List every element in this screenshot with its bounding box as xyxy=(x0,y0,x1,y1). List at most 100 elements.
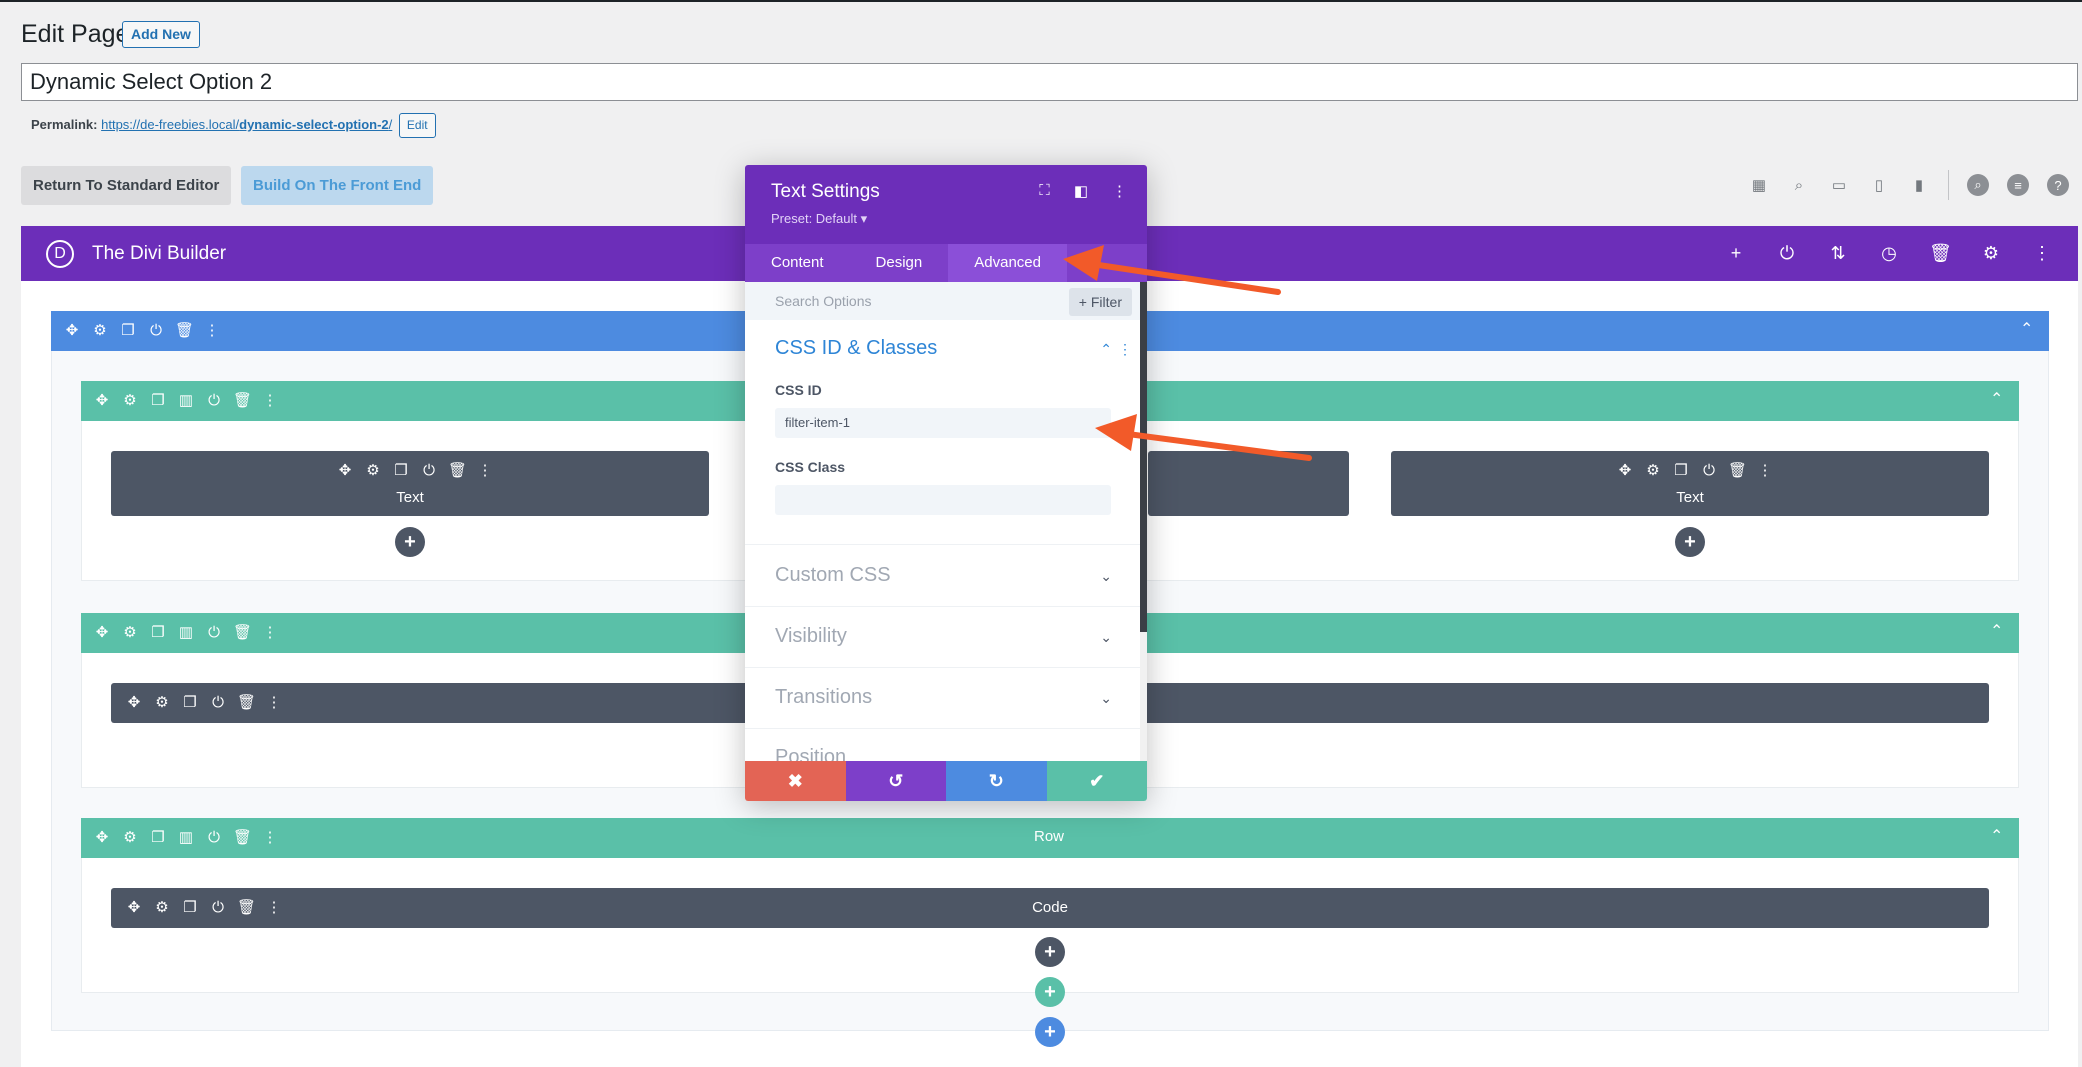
duplicate-icon[interactable]: ❐ xyxy=(151,624,165,641)
more-icon[interactable]: ⋮ xyxy=(1757,462,1773,479)
undo-icon[interactable]: ↺ xyxy=(845,761,946,801)
layout-icon[interactable]: ▦ xyxy=(1751,177,1767,194)
move-icon[interactable]: ✥ xyxy=(338,462,352,479)
power-icon[interactable]: ⏻ xyxy=(212,898,224,916)
tablet-icon[interactable]: ▯ xyxy=(1874,177,1884,194)
columns-icon[interactable]: ▥ xyxy=(178,624,194,641)
move-icon[interactable]: ✥ xyxy=(127,694,141,711)
fullscreen-icon[interactable]: ⛶ xyxy=(1039,182,1050,199)
add-module-button[interactable]: + xyxy=(1675,527,1705,557)
add-row-button[interactable]: + xyxy=(1035,977,1065,1007)
search-icon[interactable]: ⌕ xyxy=(1967,174,1989,196)
chevron-up-icon[interactable]: ⌃ xyxy=(1990,623,2004,640)
text-module[interactable]: ✥ ⚙ ❐ ⏻ 🗑 ⋮ Text xyxy=(111,451,709,516)
add-module-button[interactable]: + xyxy=(395,527,425,557)
trash-icon[interactable]: 🗑 xyxy=(1929,243,1952,263)
return-standard-editor-button[interactable]: Return To Standard Editor xyxy=(21,166,232,205)
group-transitions[interactable]: Transitions xyxy=(775,686,873,708)
chevron-up-icon[interactable]: ⌃ xyxy=(2020,321,2034,338)
move-icon[interactable]: ✥ xyxy=(95,624,109,641)
move-icon[interactable]: ✥ xyxy=(127,899,141,916)
trash-icon[interactable]: 🗑 xyxy=(237,694,257,711)
build-front-end-button[interactable]: Build On The Front End xyxy=(241,166,434,205)
save-check-icon[interactable]: ✔ xyxy=(1046,761,1147,801)
duplicate-icon[interactable]: ❐ xyxy=(394,462,408,479)
power-icon[interactable]: ⏻ xyxy=(212,693,224,711)
power-icon[interactable]: ⏻ xyxy=(1779,243,1795,263)
columns-icon[interactable]: ▥ xyxy=(178,829,194,846)
more-icon[interactable]: ⋮ xyxy=(204,322,220,339)
modal-scrollbar-thumb[interactable] xyxy=(1140,282,1147,632)
move-icon[interactable]: ✥ xyxy=(65,322,79,339)
tab-advanced[interactable]: Advanced xyxy=(948,244,1067,282)
settings-icon[interactable]: ⚙ xyxy=(123,392,137,409)
text-module[interactable] xyxy=(1148,451,1349,516)
power-icon[interactable]: ⏻ xyxy=(150,321,162,339)
trash-icon[interactable]: 🗑 xyxy=(233,624,253,641)
sort-icon[interactable]: ⇅ xyxy=(1830,243,1846,263)
duplicate-icon[interactable]: ❐ xyxy=(151,829,165,846)
duplicate-icon[interactable]: ❐ xyxy=(183,694,197,711)
chevron-down-icon[interactable]: ⌄ xyxy=(1100,629,1112,645)
filter-button[interactable]: + Filter xyxy=(1068,288,1132,316)
chevron-down-icon[interactable]: ⌄ xyxy=(1100,690,1112,706)
settings-icon[interactable]: ⚙ xyxy=(1646,462,1660,479)
more-icon[interactable]: ⋮ xyxy=(262,624,278,641)
group-custom-css[interactable]: Custom CSS xyxy=(775,564,891,586)
row-bar[interactable] xyxy=(81,818,2019,858)
search-options-input[interactable]: Search Options xyxy=(775,293,872,309)
more-icon[interactable]: ⋮ xyxy=(262,829,278,846)
power-icon[interactable]: ⏻ xyxy=(1703,461,1715,479)
redo-icon[interactable]: ↻ xyxy=(946,761,1047,801)
duplicate-icon[interactable]: ❐ xyxy=(121,322,135,339)
duplicate-icon[interactable]: ❐ xyxy=(1674,462,1688,479)
discard-close-icon[interactable]: ✖ xyxy=(745,761,846,801)
tab-content[interactable]: Content xyxy=(771,254,824,271)
power-icon[interactable]: ⏻ xyxy=(208,623,220,641)
add-new-button[interactable]: Add New xyxy=(122,21,200,48)
desktop-icon[interactable]: ▭ xyxy=(1831,177,1847,194)
chevron-up-icon[interactable]: ⌃ xyxy=(1990,828,2004,845)
chevron-up-icon[interactable]: ⌃ xyxy=(1100,341,1112,357)
more-icon[interactable]: ⋮ xyxy=(2033,243,2051,263)
more-icon[interactable]: ⋮ xyxy=(262,392,278,409)
trash-icon[interactable]: 🗑 xyxy=(233,392,253,409)
power-icon[interactable]: ⏻ xyxy=(208,391,220,409)
columns-icon[interactable]: ▥ xyxy=(178,392,194,409)
power-icon[interactable]: ⏻ xyxy=(423,461,435,479)
group-more-icon[interactable]: ⋮ xyxy=(1118,341,1132,357)
preset-selector[interactable]: Preset: Default ▾ xyxy=(771,211,868,226)
move-icon[interactable]: ✥ xyxy=(95,392,109,409)
trash-icon[interactable]: 🗑 xyxy=(237,899,257,916)
move-icon[interactable]: ✥ xyxy=(1618,462,1632,479)
chevron-up-icon[interactable]: ⌃ xyxy=(1990,391,2004,408)
more-icon[interactable]: ⋮ xyxy=(266,899,282,916)
duplicate-icon[interactable]: ❐ xyxy=(183,899,197,916)
help-icon[interactable]: ? xyxy=(2047,174,2069,196)
css-id-input[interactable]: filter-item-1 xyxy=(775,408,1111,438)
more-icon[interactable]: ⋮ xyxy=(1112,183,1127,200)
settings-icon[interactable]: ⚙ xyxy=(1982,243,2000,263)
post-title-input[interactable]: Dynamic Select Option 2 xyxy=(21,63,2078,101)
trash-icon[interactable]: 🗑 xyxy=(1728,462,1748,479)
trash-icon[interactable]: 🗑 xyxy=(175,322,195,339)
phone-icon[interactable]: ▮ xyxy=(1914,177,1924,194)
snap-sidebar-icon[interactable]: ◧ xyxy=(1073,183,1088,200)
zoom-icon[interactable]: ⌕ xyxy=(1794,176,1804,194)
settings-icon[interactable]: ⚙ xyxy=(155,694,169,711)
trash-icon[interactable]: 🗑 xyxy=(233,829,253,846)
group-visibility[interactable]: Visibility xyxy=(775,625,847,647)
move-icon[interactable]: ✥ xyxy=(95,829,109,846)
permalink-edit-button[interactable]: Edit xyxy=(398,113,436,138)
settings-icon[interactable]: ⚙ xyxy=(93,322,107,339)
tab-design[interactable]: Design xyxy=(875,254,923,271)
text-module[interactable]: ✥ ⚙ ❐ ⏻ 🗑 ⋮ Text xyxy=(1391,451,1989,516)
layers-icon[interactable]: ≡ xyxy=(2007,174,2029,196)
settings-icon[interactable]: ⚙ xyxy=(123,624,137,641)
permalink-link[interactable]: https://de-freebies.local/dynamic-select… xyxy=(101,117,392,132)
add-icon[interactable]: + xyxy=(1730,243,1742,263)
add-module-button[interactable]: + xyxy=(1035,937,1065,967)
power-icon[interactable]: ⏻ xyxy=(208,828,220,846)
add-section-button[interactable]: + xyxy=(1035,1017,1065,1047)
trash-icon[interactable]: 🗑 xyxy=(448,462,468,479)
